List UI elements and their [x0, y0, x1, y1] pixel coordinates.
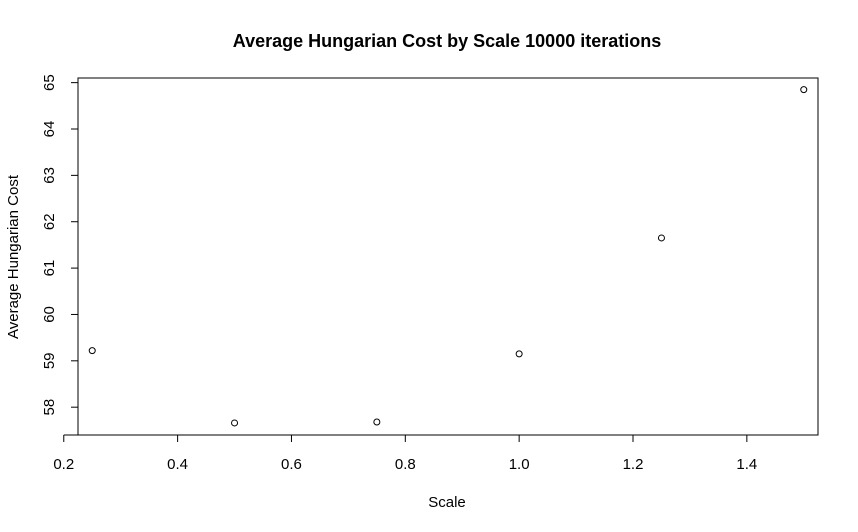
data-point — [373, 418, 381, 426]
data-point — [88, 347, 96, 355]
y-tick-label: 65 — [41, 74, 58, 91]
data-point — [515, 350, 523, 358]
y-tick-label: 62 — [41, 213, 58, 230]
x-tick-label: 1.4 — [736, 456, 757, 473]
y-tick-label: 59 — [41, 352, 58, 369]
x-tick-label: 0.8 — [395, 456, 416, 473]
x-tick-label: 1.0 — [509, 456, 530, 473]
x-tick-label: 1.2 — [623, 456, 644, 473]
y-tick-label: 63 — [41, 167, 58, 184]
x-tick-label: 0.2 — [53, 456, 74, 473]
y-axis-label: Average Hungarian Cost — [5, 174, 22, 339]
plot-area-frame — [77, 77, 819, 436]
data-point — [231, 419, 239, 427]
x-tick-label: 0.4 — [167, 456, 188, 473]
data-points — [88, 86, 808, 427]
y-axis: 58 59 60 61 62 63 64 65 — [41, 74, 79, 416]
x-tick-label: 0.6 — [281, 456, 302, 473]
y-tick-label: 58 — [41, 399, 58, 416]
data-point — [657, 234, 665, 242]
chart-title: Average Hungarian Cost by Scale 10000 it… — [233, 31, 662, 51]
y-tick-label: 64 — [41, 121, 58, 138]
x-axis: 0.2 0.4 0.6 0.8 1.0 1.2 1.4 — [53, 434, 757, 473]
y-tick-label: 61 — [41, 260, 58, 277]
y-tick-label: 60 — [41, 306, 58, 323]
data-point — [800, 86, 808, 94]
x-axis-label: Scale — [428, 494, 466, 511]
